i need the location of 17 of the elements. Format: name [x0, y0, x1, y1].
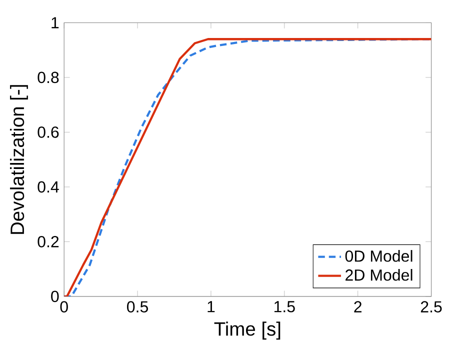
x-tick-label: 0 — [60, 301, 68, 312]
legend-label: 2D Model — [346, 268, 412, 281]
x-tick-label: 0.5 — [127, 301, 148, 312]
x-tick-label: 2 — [354, 301, 362, 312]
y-tick-label: 1 — [52, 17, 59, 28]
y-tick-label: 0 — [51, 290, 59, 302]
line-series — [64, 38, 432, 296]
x-tick-label: 2.5 — [420, 301, 442, 312]
legend-label: 0D Model — [345, 250, 412, 262]
x-axis-title: Time [s] — [214, 322, 280, 340]
y-axis-title: Devolatilization [-] — [10, 85, 28, 234]
x-tick-label: 1.5 — [274, 301, 295, 312]
y-tick-label: 0.8 — [38, 72, 59, 84]
y-tick-label: 0.4 — [38, 181, 59, 193]
x-tick-label: 1 — [208, 301, 215, 312]
y-tick-label: 0.2 — [38, 236, 59, 248]
y-tick-label: 0.6 — [38, 126, 59, 138]
